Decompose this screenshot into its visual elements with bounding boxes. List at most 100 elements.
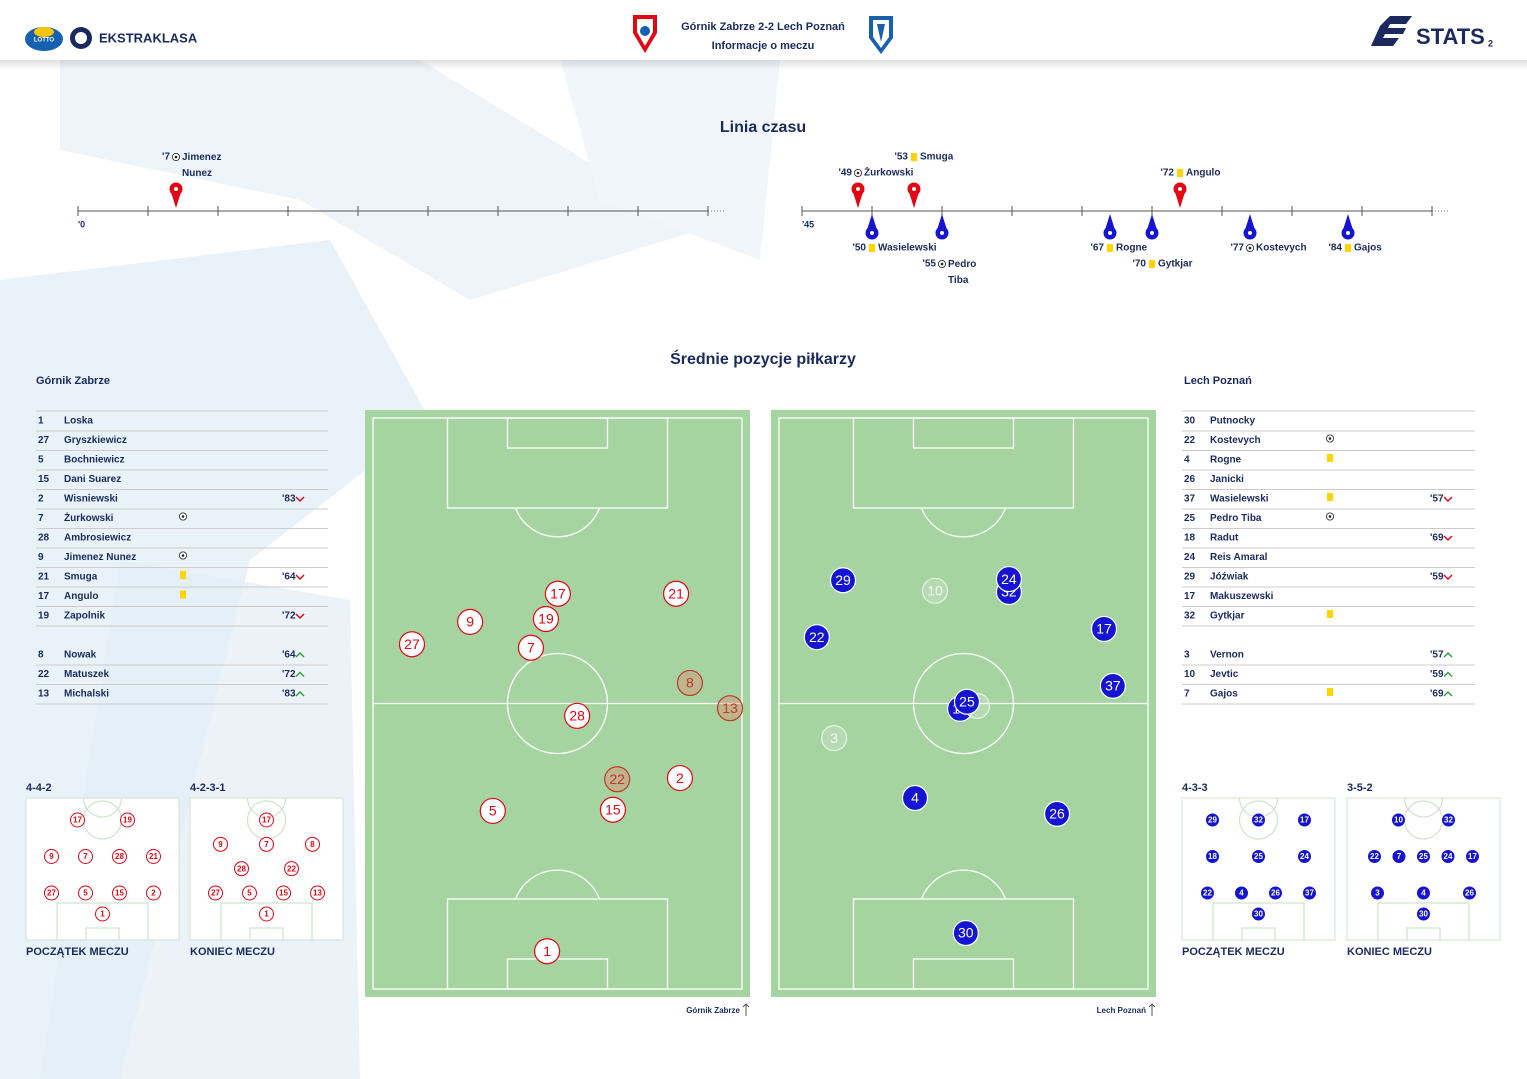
formation-dot-number: 4	[1421, 889, 1426, 898]
player-name: Nowak	[64, 650, 97, 661]
formation-dot-number: 17	[1300, 816, 1309, 825]
formation-dot-number: 9	[218, 840, 223, 849]
player-number: 32	[1184, 611, 1196, 622]
player-dot-number: 17	[550, 585, 566, 601]
formation-dot	[1416, 849, 1431, 864]
formation-dot	[78, 849, 93, 864]
player-dot-number: 7	[527, 639, 535, 655]
pitch-line	[920, 507, 1007, 538]
sub-arrow	[295, 652, 305, 658]
event-pin	[171, 192, 181, 208]
formation-caption: KONIEC MECZU	[190, 946, 275, 958]
event-pin	[1245, 214, 1255, 230]
sub-minute: '64	[282, 650, 296, 661]
match-title: Górnik Zabrze 2-2 Lech Poznań	[681, 21, 845, 33]
formation-caption: POCZĄTEK MECZU	[26, 946, 129, 958]
player-number: 2	[38, 494, 44, 505]
formation-dot	[95, 906, 110, 922]
header-shadow	[0, 60, 1527, 70]
player-dot	[544, 580, 571, 607]
player-dot	[821, 725, 848, 752]
player-number: 29	[1184, 572, 1196, 583]
player-number: 28	[38, 533, 50, 544]
player-name: Jóźwiak	[1210, 572, 1249, 583]
event-pin	[1105, 214, 1115, 230]
yellow-card-icon	[1345, 244, 1351, 252]
player-number: 8	[38, 650, 44, 661]
player-dot-number: 30	[958, 925, 974, 941]
formation-dot	[234, 861, 249, 877]
formation-dot	[259, 812, 274, 828]
yellow-card-icon	[869, 244, 875, 252]
player-dot	[457, 608, 484, 636]
player-dot-number: 9	[466, 614, 474, 630]
player-dot	[803, 624, 830, 651]
yellow-card-icon	[1107, 244, 1113, 252]
pitch-line	[912, 417, 1015, 449]
player-number: 9	[38, 552, 44, 563]
pitch-caption-arrow	[1148, 1003, 1156, 1016]
formation-dot-number: 25	[1419, 852, 1428, 861]
player-dot-number: 4	[911, 790, 919, 806]
player-number: 17	[38, 591, 50, 602]
player-name: Michalski	[64, 689, 109, 700]
formation-dot	[1462, 885, 1477, 901]
sub-arrow	[295, 613, 305, 619]
formation-dot-number: 7	[264, 840, 269, 849]
event-player: Wasielewski	[878, 243, 937, 254]
pitch-line	[912, 958, 1015, 990]
formation-dot-number: 5	[247, 889, 252, 898]
yellow-card-icon	[1327, 688, 1333, 696]
player-name: Gryszkiewicz	[64, 435, 127, 446]
player-dot	[599, 796, 627, 823]
mini-center-circle	[1238, 800, 1279, 840]
player-dot	[604, 766, 631, 793]
player-number: 22	[38, 669, 50, 680]
player-dot-number: 21	[668, 585, 684, 601]
formation-dot	[1416, 885, 1431, 901]
player-name: Ambrosiewicz	[64, 533, 131, 544]
formation-caption: POCZĄTEK MECZU	[1182, 946, 1285, 958]
player-dot-number: 8	[686, 675, 694, 691]
home-crest	[633, 15, 657, 53]
formation-dot	[146, 885, 161, 901]
player-dot	[662, 580, 690, 607]
event-minute: '70	[1132, 259, 1146, 270]
formation-dot-number: 26	[1271, 889, 1280, 898]
player-dot	[532, 605, 560, 633]
player-name: Makuszewski	[1210, 591, 1274, 602]
positions-title: Średnie pozycje piłkarzy	[670, 349, 856, 368]
player-number: 24	[1184, 552, 1196, 563]
formation-dot-number: 24	[1444, 852, 1453, 861]
formation-dot	[284, 861, 299, 877]
sub-minute: '57	[1430, 650, 1444, 661]
formation-dot-number: 1	[264, 910, 269, 919]
event-minute: '49	[838, 168, 852, 179]
formation-dot-number: 10	[1394, 816, 1403, 825]
player-number: 19	[38, 611, 50, 622]
goal-icon-dot	[856, 171, 860, 175]
player-number: 37	[1184, 494, 1196, 505]
sub-minute: '57	[1430, 494, 1444, 505]
formation-dot	[44, 849, 59, 864]
player-name: Loska	[64, 416, 93, 427]
half-start-label: '45	[802, 219, 814, 229]
yellow-card-icon	[1177, 169, 1183, 177]
player-dot	[534, 938, 561, 965]
formation-dot	[1251, 812, 1266, 828]
event-player-line: Jimenez	[182, 152, 221, 163]
yellow-card-icon	[180, 590, 186, 599]
goal-icon-dot	[174, 155, 178, 159]
formation-dot	[1391, 849, 1407, 864]
yellow-card-icon	[180, 571, 186, 579]
half-start-label: '0	[78, 219, 85, 229]
formation-dot-number: 22	[1203, 889, 1212, 898]
player-name: Dani Suarez	[64, 474, 121, 485]
player-name: Bochniewicz	[64, 455, 125, 466]
formation-dot-number: 29	[1208, 816, 1217, 825]
formation-dot	[1251, 906, 1266, 922]
away-crest	[869, 16, 893, 54]
formation-dot-number: 24	[1300, 852, 1309, 861]
formation-dot-number: 27	[47, 889, 56, 898]
